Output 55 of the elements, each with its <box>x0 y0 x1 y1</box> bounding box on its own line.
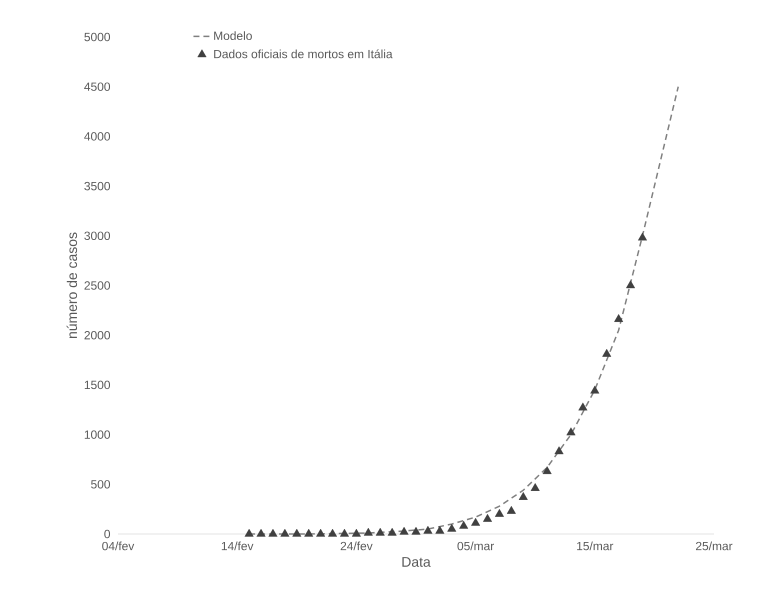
point <box>400 526 409 535</box>
x-tick-label: 15/mar <box>577 542 614 550</box>
point <box>530 483 540 491</box>
x-tick-label: 14/fev <box>222 542 254 550</box>
y-axis-title: número de casos <box>66 232 78 338</box>
point <box>542 466 552 474</box>
point <box>614 314 624 322</box>
y-tick-label: 4500 <box>84 82 110 91</box>
point <box>352 528 361 537</box>
point <box>566 427 576 436</box>
point <box>483 514 492 522</box>
point <box>471 518 480 526</box>
legend-label: Modelo <box>214 31 252 40</box>
point <box>280 528 290 537</box>
x-tick-label: 05/mar <box>457 542 494 550</box>
x-tick-label: 24/fev <box>340 542 373 550</box>
point <box>578 402 588 410</box>
point <box>316 528 326 537</box>
point <box>506 506 516 514</box>
y-tick-label: 2000 <box>84 330 110 340</box>
y-tick-label: 3500 <box>84 182 110 190</box>
point <box>340 528 349 537</box>
point <box>388 528 397 536</box>
y-tick-label: 500 <box>91 480 110 489</box>
point <box>411 526 421 535</box>
point <box>364 528 373 536</box>
point <box>590 386 600 394</box>
y-tick-label: 1000 <box>84 430 110 439</box>
y-tick-label: 0 <box>104 530 110 538</box>
point <box>518 492 528 500</box>
point <box>435 526 444 534</box>
x-tick-label: 25/mar <box>696 542 732 550</box>
point <box>602 348 612 357</box>
legend-label: Dados oficiais de mortos em Itália <box>214 49 393 58</box>
point <box>554 446 564 454</box>
point <box>423 526 432 534</box>
point <box>328 528 338 537</box>
x-tick-label: 04/fev <box>102 542 134 550</box>
point <box>304 528 314 537</box>
point <box>244 528 254 537</box>
y-tick-label: 2500 <box>84 281 110 290</box>
y-tick-label: 1500 <box>84 380 110 390</box>
y-tick-label: 3000 <box>84 232 110 240</box>
x-axis-title: Data <box>402 557 431 567</box>
point <box>256 528 266 537</box>
point <box>638 232 647 240</box>
y-tick-label: 5000 <box>84 32 110 42</box>
point <box>459 520 468 529</box>
point <box>292 528 302 537</box>
point <box>626 280 636 288</box>
point <box>268 528 278 537</box>
point <box>376 528 385 536</box>
y-tick-label: 4000 <box>84 132 110 141</box>
point <box>494 508 504 517</box>
point <box>447 524 456 532</box>
